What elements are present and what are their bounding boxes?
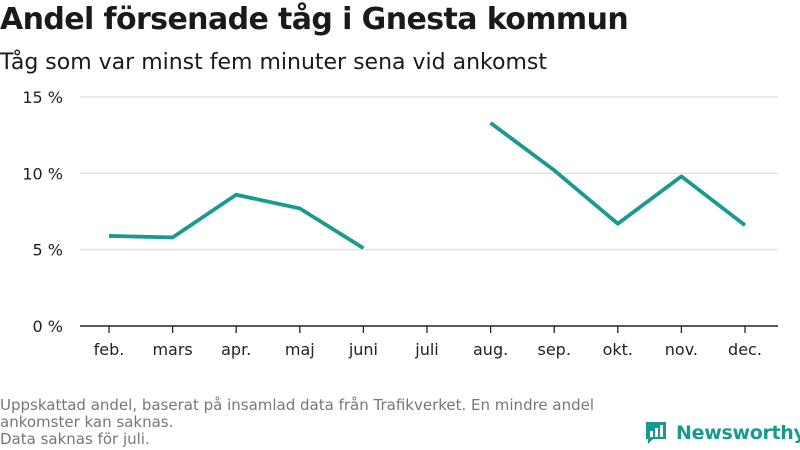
x-tick-label: mars xyxy=(152,340,192,359)
footnote: Uppskattad andel, baserat på insamlad da… xyxy=(0,397,640,448)
chart-title: Andel försenade tåg i Gnesta kommun xyxy=(0,2,629,37)
series-line-segment xyxy=(489,121,747,227)
footnote-line: Uppskattad andel, baserat på insamlad da… xyxy=(0,396,595,414)
x-tick-label: feb. xyxy=(94,340,125,359)
x-tick-label: okt. xyxy=(603,340,633,359)
footnote-line: ankomster kan saknas. xyxy=(0,413,174,431)
y-tick-label: 5 % xyxy=(33,241,63,260)
y-tick-label: 0 % xyxy=(33,317,63,336)
brand-logo: Newsworthy xyxy=(644,420,800,446)
footnote-line: Data saknas för juli. xyxy=(0,430,150,448)
y-axis-labels: 0 % 5 % 10 % 15 % xyxy=(22,88,63,336)
x-axis: feb. mars apr. maj juni juli aug. sep. okt. nov. d… xyxy=(80,325,778,359)
x-tick-label: apr. xyxy=(221,340,251,359)
x-tick-label: juli xyxy=(414,340,438,359)
series-line-segment xyxy=(108,192,365,250)
x-tick-label: juni xyxy=(348,340,378,359)
grid-lines xyxy=(80,96,778,251)
brand-name: Newsworthy xyxy=(676,422,800,444)
x-tick-label: nov. xyxy=(665,340,698,359)
x-tick-label: maj xyxy=(285,340,315,359)
series-line xyxy=(108,121,747,250)
newsworthy-logo-icon xyxy=(646,422,666,444)
chart-subtitle: Tåg som var minst fem minuter sena vid a… xyxy=(0,50,547,75)
x-tick-label: dec. xyxy=(728,340,762,359)
x-tick-label: aug. xyxy=(473,340,508,359)
y-tick-label: 10 % xyxy=(22,164,63,183)
y-tick-label: 15 % xyxy=(22,88,63,107)
x-tick-label: sep. xyxy=(537,340,570,359)
